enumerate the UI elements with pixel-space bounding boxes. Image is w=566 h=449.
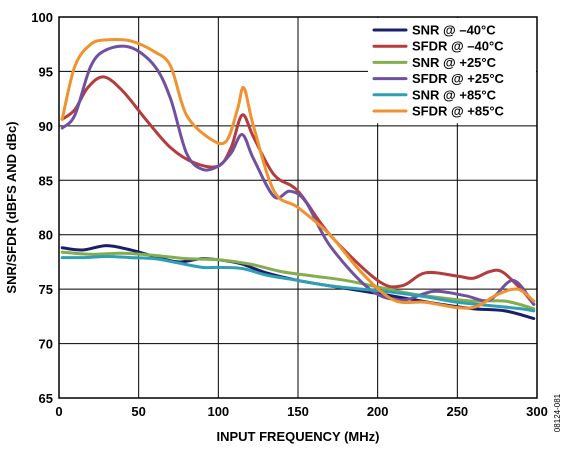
series-line-2 (60, 75, 536, 306)
legend-item: SNR @ –40°C (372, 23, 496, 38)
series-line-6 (60, 37, 536, 310)
y-axis-ticks: 65 70 75 80 85 90 95 100 (31, 10, 53, 406)
series-lines (60, 37, 536, 321)
legend-label: SFDR @ +25°C (412, 71, 505, 86)
y-tick-label: 80 (39, 228, 53, 243)
series-line-3 (60, 250, 536, 311)
legend-label: SNR @ +25°C (412, 55, 497, 70)
legend-label: SNR @ +85°C (412, 87, 497, 102)
x-tick-label: 150 (287, 404, 309, 419)
y-tick-label: 100 (31, 10, 53, 25)
legend-item: SFDR @ +85°C (372, 104, 505, 119)
legend-background (368, 18, 536, 124)
x-tick-label: 300 (526, 404, 548, 419)
series-line-5 (60, 254, 536, 313)
x-tick-label: 100 (207, 404, 229, 419)
legend-label: SFDR @ –40°C (412, 39, 504, 54)
x-tick-label: 0 (55, 404, 62, 419)
figure-id: 08124-081 (553, 393, 562, 432)
x-tick-label: 200 (367, 404, 389, 419)
y-axis-label: SNR/SFDR (dBFS AND dBc) (4, 121, 19, 293)
legend-item: SFDR @ +25°C (372, 71, 505, 86)
y-tick-label: 70 (39, 337, 53, 352)
x-tick-label: 250 (446, 404, 468, 419)
legend-label: SNR @ –40°C (412, 23, 496, 38)
x-axis-ticks: 0 50 100 150 200 250 300 (55, 404, 547, 419)
y-tick-label: 95 (39, 64, 53, 79)
y-tick-label: 75 (39, 282, 53, 297)
series-line-4 (60, 44, 536, 306)
y-tick-label: 85 (39, 173, 53, 188)
x-tick-label: 50 (131, 404, 145, 419)
plot-frame (58, 16, 538, 399)
legend-label: SFDR @ +85°C (412, 104, 505, 119)
legend-item: SNR @ +85°C (372, 87, 497, 102)
x-axis-label: INPUT FREQUENCY (MHz) (217, 429, 380, 444)
legend-item: SNR @ +25°C (372, 55, 497, 70)
legend-item: SFDR @ –40°C (372, 39, 504, 54)
y-tick-label: 90 (39, 119, 53, 134)
y-tick-label: 65 (39, 391, 53, 406)
